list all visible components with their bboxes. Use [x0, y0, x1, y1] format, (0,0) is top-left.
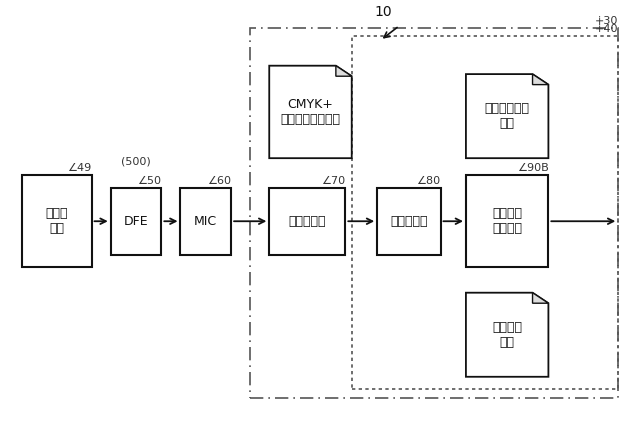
Polygon shape — [466, 293, 548, 377]
Text: クリア用
後処理機: クリア用 後処理機 — [492, 207, 522, 235]
Text: ∔40: ∔40 — [595, 24, 618, 34]
Bar — [466, 175, 548, 267]
Bar — [22, 175, 92, 267]
Text: プリンタ機: プリンタ機 — [289, 215, 326, 228]
Bar — [250, 28, 618, 398]
Text: MIC: MIC — [194, 215, 218, 228]
Text: クリアトナー
版２: クリアトナー 版２ — [484, 102, 530, 130]
Text: ∠70: ∠70 — [321, 175, 346, 185]
Text: 10: 10 — [374, 6, 392, 19]
Text: ホスト
装置: ホスト 装置 — [45, 207, 68, 235]
Polygon shape — [336, 66, 352, 76]
Bar — [352, 36, 618, 390]
Bar — [269, 187, 346, 255]
Bar — [111, 187, 161, 255]
Polygon shape — [532, 74, 548, 85]
Polygon shape — [269, 66, 352, 158]
Bar — [180, 187, 231, 255]
Text: 定着温度
低温: 定着温度 低温 — [492, 321, 522, 349]
Bar — [377, 187, 440, 255]
Text: ∔30: ∔30 — [595, 16, 618, 26]
Text: ∠49: ∠49 — [67, 163, 92, 173]
Text: ∠60: ∠60 — [207, 175, 231, 185]
Text: (500): (500) — [121, 157, 151, 166]
Text: ∠80: ∠80 — [417, 175, 440, 185]
Text: DFE: DFE — [124, 215, 148, 228]
Text: CMYK+
クリアトナー版１: CMYK+ クリアトナー版１ — [280, 98, 340, 126]
Polygon shape — [532, 293, 548, 303]
Text: ∠90B: ∠90B — [516, 163, 548, 173]
Text: グロッサー: グロッサー — [390, 215, 428, 228]
Polygon shape — [466, 74, 548, 158]
Text: ∠50: ∠50 — [138, 175, 161, 185]
